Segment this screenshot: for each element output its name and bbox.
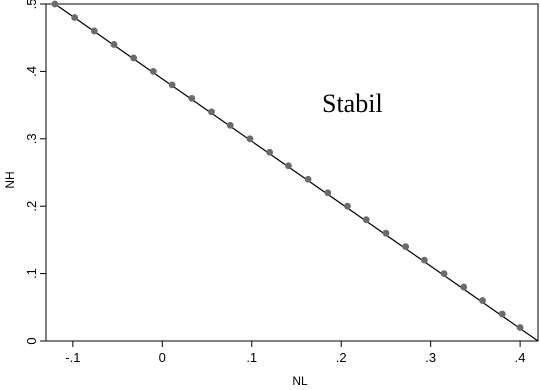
data-point	[285, 162, 292, 170]
data-point	[344, 202, 351, 210]
y-tick-label: .3	[24, 133, 39, 144]
data-point	[324, 189, 332, 197]
data-point	[479, 297, 486, 304]
data-point	[110, 41, 118, 48]
y-tick-label: .4	[24, 66, 39, 77]
y-tick-label: .2	[24, 201, 39, 212]
x-tick-label: .1	[246, 350, 257, 365]
data-point	[362, 216, 370, 224]
data-point	[71, 14, 79, 21]
data-point	[208, 108, 215, 116]
lines-layer	[54, 3, 539, 342]
x-tick-label: .2	[336, 350, 347, 365]
x-axis: -.1 0 .1 .2 .3 .4	[65, 341, 526, 365]
data-point	[382, 229, 390, 237]
points-layer	[51, 0, 524, 331]
y-axis: 0 .1 .2 .3 .4 .5	[24, 0, 46, 345]
data-point	[402, 243, 410, 251]
data-point	[149, 68, 157, 75]
series-line-0	[54, 3, 539, 342]
data-point	[420, 256, 428, 264]
x-axis-title: NL	[292, 374, 308, 388]
data-point	[460, 283, 468, 291]
data-point	[51, 0, 59, 8]
data-point	[246, 135, 254, 143]
y-tick-label: .5	[24, 0, 39, 9]
plot-frame	[45, 3, 539, 342]
x-tick-label: 0	[159, 350, 166, 365]
data-point	[226, 121, 234, 129]
x-tick-label: .4	[515, 350, 526, 365]
data-point	[90, 27, 98, 35]
data-point	[304, 175, 312, 183]
annotation-stabil: Stabil	[322, 89, 383, 118]
data-point	[168, 81, 176, 89]
data-point	[516, 324, 524, 331]
y-axis-title: NH	[3, 171, 17, 188]
data-point	[266, 148, 274, 156]
y-tick-label: .1	[24, 268, 39, 279]
y-tick-label: 0	[24, 337, 39, 344]
x-tick-label: -.1	[65, 350, 80, 365]
data-point	[188, 94, 196, 102]
x-tick-label: .3	[425, 350, 436, 365]
data-point	[130, 54, 138, 62]
data-point	[440, 270, 448, 277]
data-point	[498, 310, 506, 318]
